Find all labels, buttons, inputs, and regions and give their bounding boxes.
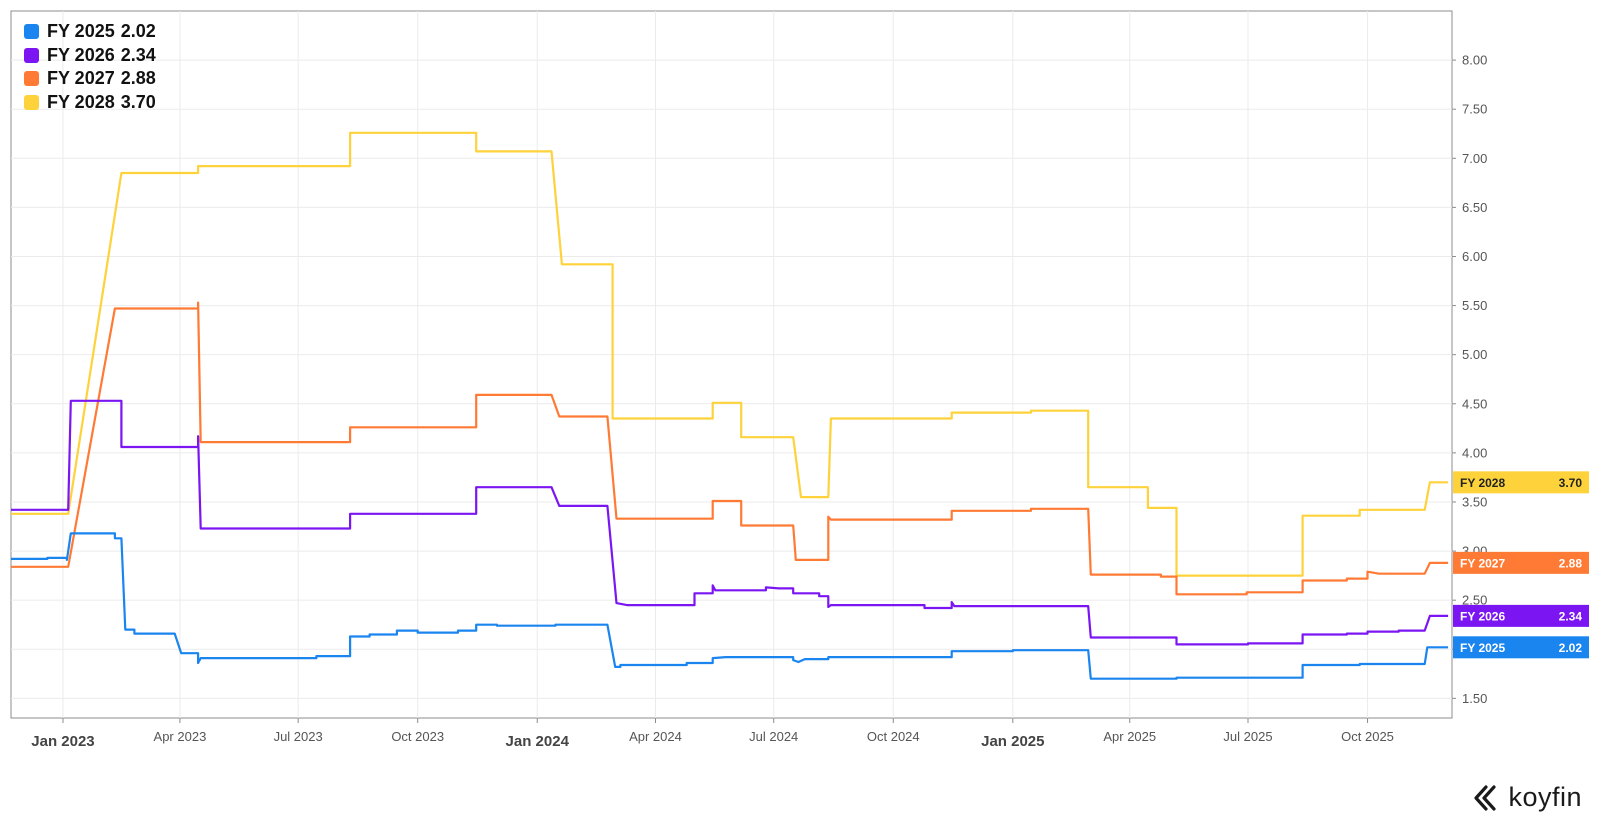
series-line-fy-2026 — [11, 399, 1449, 646]
last-value-tag-name: FY 2026 — [1460, 609, 1505, 623]
legend-swatch — [24, 47, 39, 63]
legend-swatch — [24, 24, 39, 40]
legend-label: FY 2028 — [47, 91, 115, 112]
koyfin-logo: koyfin — [1474, 782, 1582, 813]
koyfin-logo-text: koyfin — [1508, 782, 1582, 812]
chart-legend: FY 2025 2.02 FY 2026 2.34 FY 2027 2.88 FY 2028… — [24, 20, 156, 114]
legend-value: 2.02 — [120, 21, 156, 42]
last-value-tag-fy-2028: FY 2028 3.70 — [1453, 471, 1589, 494]
x-tick-label: Jan 2024 — [506, 733, 570, 750]
last-value-tag-fy-2026: FY 2026 2.34 — [1453, 604, 1589, 627]
y-tick-label: 4.50 — [1462, 396, 1487, 411]
last-value-tag-value: 2.34 — [1559, 609, 1583, 623]
x-tick-label: Jan 2025 — [981, 733, 1044, 750]
last-value-tags: FY 2028 3.70 FY 2027 2.88 FY 2026 2.34 FY 2025… — [1453, 471, 1589, 659]
y-tick-label: 5.00 — [1462, 347, 1487, 362]
y-tick-label: 2.50 — [1462, 593, 1487, 608]
legend-label: FY 2025 — [47, 21, 115, 42]
legend-item-fy-2025[interactable]: FY 2025 2.02 — [24, 20, 156, 44]
series-line-fy-2027 — [11, 301, 1449, 596]
last-value-tag-name: FY 2028 — [1460, 476, 1505, 490]
last-value-tag-name: FY 2025 — [1460, 641, 1505, 655]
x-axis: Jan 2023 Apr 2023 Jul 2023 Oct 2023 Jan 2024… — [31, 718, 1394, 750]
x-tick-label: Apr 2025 — [1103, 729, 1156, 744]
y-tick-label: 1.50 — [1462, 691, 1487, 706]
plot-frame — [10, 10, 1453, 719]
y-tick-label: 7.50 — [1462, 102, 1487, 117]
x-tick-label: Oct 2023 — [391, 729, 444, 744]
last-value-tag-fy-2025: FY 2025 2.02 — [1453, 636, 1589, 659]
x-tick-label: Jul 2025 — [1223, 729, 1272, 744]
last-value-tag-bg — [1453, 604, 1589, 627]
series-layer — [11, 131, 1449, 680]
x-tick-label: Apr 2024 — [629, 729, 682, 744]
x-tick-label: Jul 2023 — [274, 729, 323, 744]
legend-label: FY 2027 — [47, 68, 115, 89]
last-value-tag-name: FY 2027 — [1460, 556, 1505, 570]
y-tick-label: 4.00 — [1462, 445, 1487, 460]
legend-value: 3.70 — [120, 91, 156, 112]
koyfin-logo-icon — [1474, 784, 1497, 811]
legend-item-fy-2026[interactable]: FY 2026 2.34 — [24, 44, 156, 68]
last-value-tag-fy-2027: FY 2027 2.88 — [1453, 551, 1589, 574]
last-value-tag-value: 2.88 — [1559, 556, 1583, 570]
y-tick-label: 3.50 — [1462, 494, 1487, 509]
last-value-tag-bg — [1453, 551, 1589, 574]
last-value-tag-bg — [1453, 636, 1589, 659]
x-tick-label: Apr 2023 — [154, 729, 207, 744]
x-tick-label: Oct 2024 — [867, 729, 920, 744]
y-tick-label: 5.50 — [1462, 298, 1487, 313]
y-tick-label: 7.00 — [1462, 151, 1487, 166]
legend-item-fy-2028[interactable]: FY 2028 3.70 — [24, 91, 156, 115]
series-line-fy-2028 — [11, 131, 1449, 577]
legend-value: 2.88 — [120, 68, 156, 89]
x-tick-label: Jul 2024 — [749, 729, 798, 744]
y-tick-label: 8.00 — [1462, 53, 1487, 68]
chart-grid — [10, 10, 1453, 719]
series-line-fy-2025 — [11, 532, 1449, 680]
last-value-tag-value: 3.70 — [1559, 476, 1583, 490]
x-tick-label: Jan 2023 — [31, 733, 94, 750]
legend-swatch — [24, 94, 39, 110]
y-tick-label: 6.00 — [1462, 249, 1487, 264]
legend-label: FY 2026 — [47, 44, 115, 65]
legend-item-fy-2027[interactable]: FY 2027 2.88 — [24, 67, 156, 91]
legend-swatch — [24, 71, 39, 87]
last-value-tag-value: 2.02 — [1559, 641, 1583, 655]
legend-value: 2.34 — [120, 44, 156, 65]
last-value-tag-bg — [1453, 471, 1589, 494]
y-tick-label: 6.50 — [1462, 200, 1487, 215]
x-tick-label: Oct 2025 — [1341, 729, 1394, 744]
